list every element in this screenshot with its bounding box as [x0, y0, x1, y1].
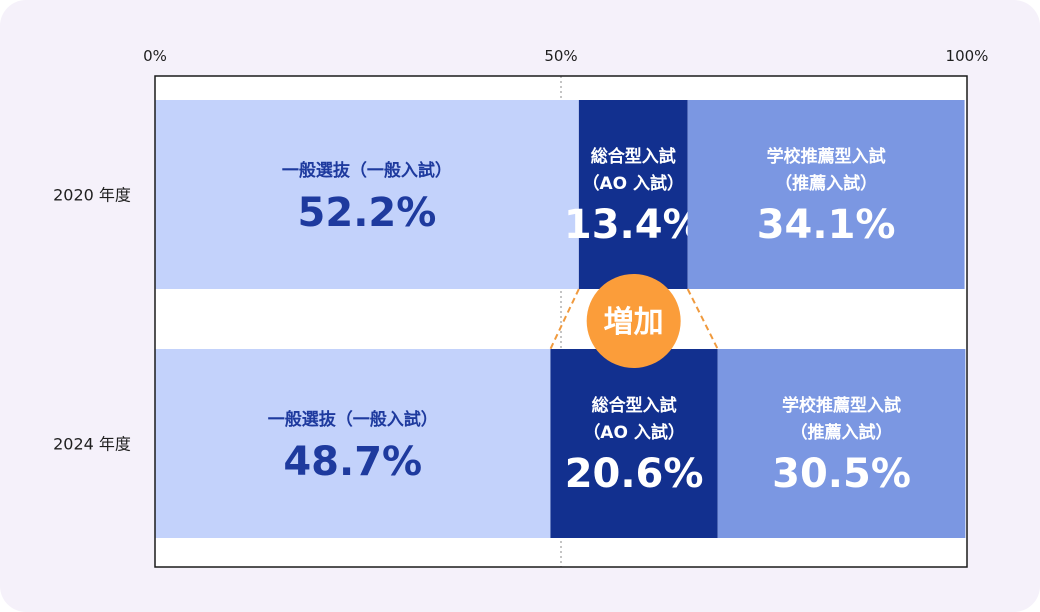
segment-label: 学校推薦型入試: [767, 146, 886, 167]
category-label: 2020 年度: [53, 186, 131, 205]
segment-label: 一般選抜（一般入試）: [282, 160, 452, 181]
increase-badge-label: 増加: [604, 305, 664, 340]
value-label: 48.7%: [283, 439, 422, 485]
increase-badge: [586, 274, 681, 368]
value-label: 30.5%: [772, 451, 911, 497]
bar-segment: [578, 100, 688, 289]
x-tick-label: 50%: [544, 47, 577, 65]
connector-left: [549, 288, 580, 350]
value-label: 52.2%: [298, 190, 437, 236]
value-label: 20.6%: [565, 451, 704, 497]
bar-segment: [717, 349, 966, 538]
bar-segment: [687, 100, 965, 289]
bar-segment: [155, 100, 579, 289]
segment-label: （AO 入試）: [583, 422, 685, 443]
segment-label: 総合型入試: [592, 395, 677, 416]
segment-label: （推薦入試）: [791, 422, 893, 443]
connector-right: [686, 288, 719, 350]
segment-label: （推薦入試）: [775, 173, 877, 194]
bar-segment: [155, 349, 551, 538]
value-label: 13.4%: [564, 202, 703, 248]
segment-label: （AO 入試）: [583, 173, 685, 194]
value-label: 34.1%: [757, 202, 896, 248]
segment-label: 総合型入試: [591, 146, 676, 167]
x-tick-label: 0%: [143, 47, 167, 65]
segment-label: 一般選抜（一般入試）: [268, 409, 438, 430]
category-label: 2024 年度: [53, 435, 131, 454]
segment-label: 学校推薦型入試: [782, 395, 901, 416]
bar-segment: [550, 349, 718, 538]
x-tick-label: 100%: [946, 47, 989, 65]
plot-frame: [154, 75, 968, 568]
